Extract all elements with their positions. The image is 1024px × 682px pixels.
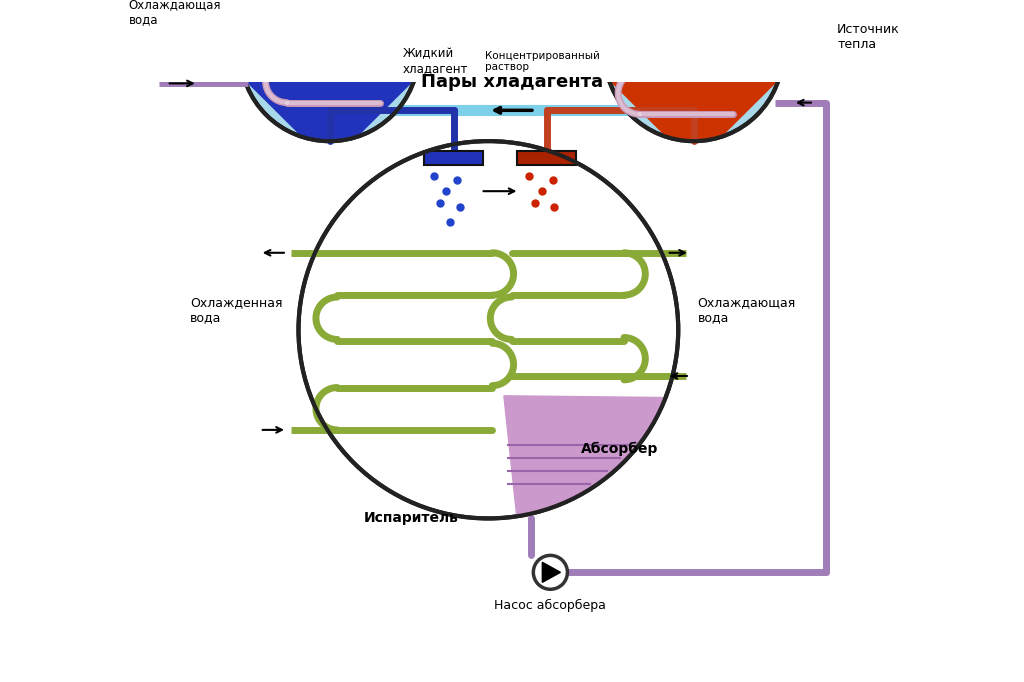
Polygon shape (608, 79, 779, 141)
Text: Испаритель: Испаритель (364, 511, 459, 524)
Text: Охлажденная
вода: Охлажденная вода (190, 297, 283, 325)
Text: Пары хладагента: Пары хладагента (421, 73, 603, 91)
Circle shape (241, 0, 419, 141)
Circle shape (604, 0, 783, 141)
Polygon shape (504, 396, 666, 516)
Text: Источник
тепла: Источник тепла (838, 23, 900, 51)
Polygon shape (543, 563, 560, 582)
FancyBboxPatch shape (517, 151, 575, 165)
Text: Охлаждающая
вода: Охлаждающая вода (697, 297, 796, 325)
Circle shape (534, 555, 567, 589)
Polygon shape (245, 79, 415, 141)
Text: Насос абсорбера: Насос абсорбера (495, 599, 606, 612)
Text: Абсорбер: Абсорбер (582, 442, 658, 456)
Circle shape (299, 141, 678, 518)
Text: Жидкий
хладагент: Жидкий хладагент (403, 48, 469, 76)
Text: Охлаждающая
вода: Охлаждающая вода (129, 0, 221, 26)
Text: Концентрированный
раствор: Концентрированный раствор (484, 50, 599, 72)
FancyBboxPatch shape (424, 151, 483, 165)
